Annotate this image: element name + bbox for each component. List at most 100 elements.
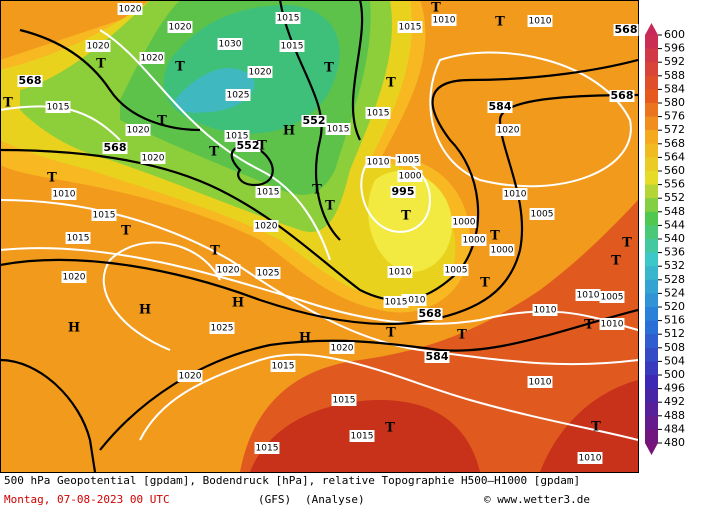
height-label: 584 (489, 100, 512, 113)
pressure-center: T (495, 15, 505, 30)
isobar-label: 1020 (331, 344, 354, 354)
isobar-label: 1015 (93, 211, 116, 221)
height-label: 552 (237, 139, 260, 152)
pressure-center: T (47, 171, 57, 186)
footer-run: (Analyse) (305, 493, 365, 506)
legend-band (645, 320, 658, 335)
label-box (331, 394, 357, 406)
label-box (424, 351, 450, 363)
isobar-label: 1020 (217, 266, 240, 276)
isobar-label: 1010 (529, 378, 552, 388)
legend-tick-label: 484 (664, 422, 685, 435)
isobar-label: 1015 (333, 396, 356, 406)
label-box (489, 244, 515, 256)
legend-tick-label: 544 (664, 218, 685, 231)
label-box (390, 186, 416, 198)
legend-band (645, 157, 658, 172)
legend-band (645, 361, 658, 376)
label-box (255, 186, 281, 198)
yellow-patch (368, 171, 452, 272)
legend-tick-label: 516 (664, 314, 685, 327)
label-box (599, 318, 625, 330)
legend-band (645, 35, 658, 50)
legend-tick-label: 504 (664, 354, 685, 367)
isobar-label: 1020 (119, 5, 142, 15)
pressure-center: H (283, 124, 295, 139)
color-legend: 6005965925885845805765725685645605565525… (645, 23, 685, 455)
legend-band (645, 415, 658, 430)
isobar-label: 1010 (577, 291, 600, 301)
isobar-label: 1010 (534, 306, 557, 316)
legend-tick-label: 588 (664, 69, 685, 82)
pressure-center: H (232, 296, 244, 311)
isobar-label: 1010 (433, 16, 456, 26)
height-label: 568 (615, 23, 638, 36)
label-box (253, 220, 279, 232)
legend-band (645, 103, 658, 118)
legend-band (645, 375, 658, 390)
legend-tick-label: 540 (664, 232, 685, 245)
pressure-center: T (325, 199, 335, 214)
legend-band (645, 171, 658, 186)
label-box (254, 442, 280, 454)
label-box (61, 271, 87, 283)
legend-band (645, 184, 658, 199)
label-box (51, 188, 77, 200)
pressure-center: T (175, 60, 185, 75)
label-box (65, 232, 91, 244)
pressure-center: T (622, 236, 632, 251)
legend-tick-label: 584 (664, 82, 685, 95)
isobar-label: 1010 (367, 158, 390, 168)
legend-tick-label: 564 (664, 150, 685, 163)
isobar-label: 1000 (463, 236, 486, 246)
legend-tick-label: 536 (664, 246, 685, 259)
height-label: 568 (104, 141, 127, 154)
isobar-label: 1020 (179, 372, 202, 382)
isobar-label: 1015 (327, 125, 350, 135)
label-box (140, 152, 166, 164)
height-label: 995 (392, 185, 415, 198)
height-label: 584 (426, 350, 449, 363)
pressure-center: T (584, 318, 594, 333)
legend-tick-label: 548 (664, 205, 685, 218)
legend-band (645, 402, 658, 417)
legend-band (645, 130, 658, 145)
isobar-label: 1005 (397, 156, 420, 166)
label-box (395, 154, 421, 166)
isobar-label: 1010 (504, 190, 527, 200)
label-box (495, 124, 521, 136)
label-box (224, 130, 250, 142)
legend-arrow-top (645, 23, 658, 35)
legend-band (645, 116, 658, 131)
legend-band (645, 334, 658, 349)
isobar-label: 1010 (579, 454, 602, 464)
isobar-label: 1020 (87, 42, 110, 52)
pressure-center: T (611, 254, 621, 269)
legend-tick-label: 480 (664, 436, 685, 449)
legend-tick-label: 600 (664, 28, 685, 41)
isobar-label: 1020 (497, 126, 520, 136)
legend-tick-label: 520 (664, 300, 685, 313)
isobar-label: 1020 (141, 54, 164, 64)
legend-band (645, 252, 658, 267)
legend-band (645, 293, 658, 308)
legend-band (645, 198, 658, 213)
legend-band (645, 429, 658, 444)
legend-tick-label: 552 (664, 191, 685, 204)
legend-band (645, 347, 658, 362)
isobar-label: 1010 (53, 190, 76, 200)
isobar-label: 1015 (277, 14, 300, 24)
height-label: 568 (419, 307, 442, 320)
pressure-center: T (385, 421, 395, 436)
pressure-center: T (386, 326, 396, 341)
isobar-label: 1015 (226, 132, 249, 142)
height-label: 552 (303, 114, 326, 127)
label-box (527, 15, 553, 27)
label-box (177, 370, 203, 382)
dark-red-zone (540, 380, 638, 472)
isobar-label: 1010 (529, 17, 552, 27)
label-box (270, 360, 296, 372)
legend-tick-label: 508 (664, 341, 685, 354)
isobar-label: 1000 (453, 218, 476, 228)
legend-tick-label: 492 (664, 395, 685, 408)
